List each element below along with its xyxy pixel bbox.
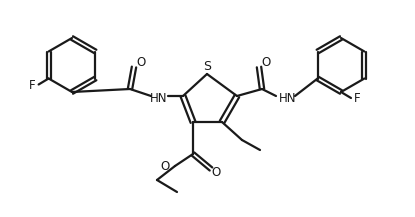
Text: O: O [137, 56, 146, 69]
Text: F: F [354, 92, 360, 105]
Text: O: O [161, 161, 170, 174]
Text: S: S [203, 61, 211, 74]
Text: F: F [29, 79, 36, 92]
Text: HN: HN [150, 92, 168, 105]
Text: HN: HN [279, 92, 297, 105]
Text: O: O [211, 166, 221, 179]
Text: O: O [261, 56, 271, 69]
